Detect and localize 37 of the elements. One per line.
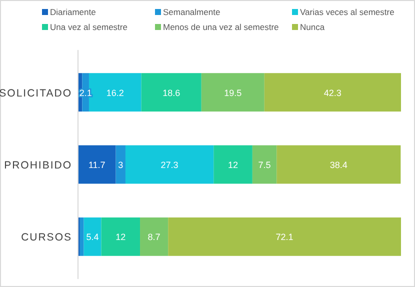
bar [141, 73, 202, 112]
bar [80, 217, 84, 256]
legend-label: Varias veces al semestre [300, 7, 395, 17]
bar [264, 73, 401, 112]
y-tick-label: CURSOS [21, 232, 72, 244]
bar [201, 73, 264, 112]
data-label: 27.3 [160, 160, 178, 170]
bar [78, 145, 116, 184]
data-label: 11.7 [88, 160, 106, 170]
data-label: 12 [228, 160, 238, 170]
legend-label: Diariamente [50, 7, 96, 17]
data-label: 16.2 [106, 88, 124, 98]
bar [84, 217, 102, 256]
data-label: 3 [118, 160, 124, 170]
data-label: 5.4 [86, 232, 99, 242]
data-label: 72.1 [276, 232, 294, 242]
data-label: 7.5 [258, 160, 271, 170]
bar [276, 145, 401, 184]
legend-label: Semanalmente [163, 7, 220, 17]
data-label: 38.4 [330, 160, 348, 170]
legend-label: Menos de una vez al semestre [163, 22, 280, 32]
legend-label: Nunca [300, 22, 325, 32]
data-label: 8.7 [148, 232, 160, 242]
bar [168, 217, 401, 256]
bar [252, 145, 277, 184]
data-label: 12 [116, 232, 126, 242]
data-label: 2.1 [79, 88, 92, 98]
bar [101, 217, 140, 256]
bar [125, 145, 214, 184]
bar [140, 217, 168, 256]
data-label: 42.3 [324, 88, 342, 98]
legend-label: Una vez al semestre [50, 22, 128, 32]
bar [214, 145, 252, 184]
data-label: 18.6 [162, 88, 180, 98]
y-tick-label: SOLICITADO [0, 87, 72, 100]
data-label: 19.5 [224, 88, 242, 98]
y-tick-label: PROHIBIDO [4, 160, 72, 172]
